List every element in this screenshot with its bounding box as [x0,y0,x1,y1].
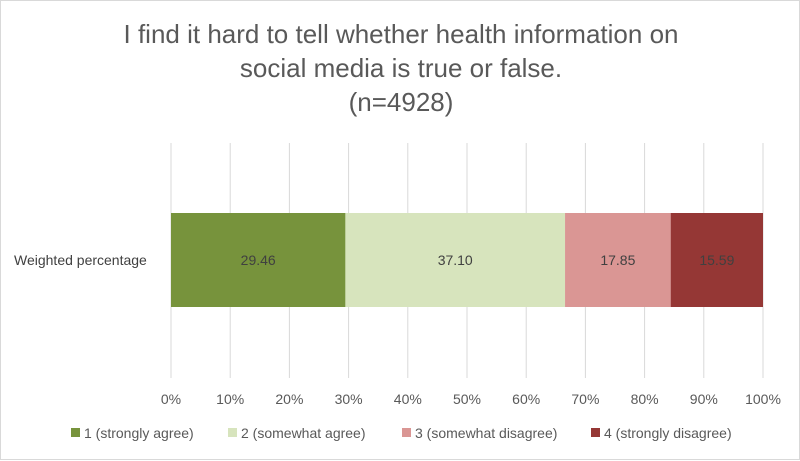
x-axis-tick-labels: 0% 10% 20% 30% 40% 50% 60% 70% 80% 90% 100% [161,391,781,407]
x-tick-label: 90% [690,391,718,407]
legend-item: 3 (somewhat disagree) [402,425,557,441]
x-tick-label: 20% [275,391,303,407]
chart-title-line-1: I find it hard to tell whether health in… [124,19,679,49]
legend-item: 2 (somewhat agree) [228,425,366,441]
legend-swatch [71,428,80,437]
x-tick-label: 50% [453,391,481,407]
x-tick-label: 60% [512,391,540,407]
data-label: 29.46 [241,252,276,268]
x-tick-label: 40% [394,391,422,407]
bar-segment [670,213,763,307]
chart-title-line-3: (n=4928) [349,87,454,117]
x-tick-label: 10% [216,391,244,407]
bars [171,213,763,307]
legend-label: 3 (somewhat disagree) [415,425,557,441]
x-tick-label: 80% [631,391,659,407]
chart-title: I find it hard to tell whether health in… [124,19,679,117]
data-label: 37.10 [438,252,473,268]
chart-title-line-2: social media is true or false. [240,53,562,83]
legend-label: 2 (somewhat agree) [241,425,366,441]
bar-segment [345,213,566,307]
data-label: 17.85 [600,252,635,268]
x-tick-label: 0% [161,391,181,407]
x-tick-label: 100% [745,391,781,407]
legend-label: 1 (strongly agree) [84,425,194,441]
category-label: Weighted percentage [14,252,147,268]
legend-item: 4 (strongly disagree) [591,425,732,441]
legend: 1 (strongly agree) 2 (somewhat agree) 3 (s… [71,425,732,441]
x-tick-label: 30% [335,391,363,407]
data-labels: 29.46 37.10 17.85 15.59 [241,252,735,268]
legend-swatch [402,428,411,437]
legend-item: 1 (strongly agree) [71,425,194,441]
bar-segment [171,213,346,307]
legend-label: 4 (strongly disagree) [604,425,732,441]
legend-swatch [591,428,600,437]
x-tick-label: 70% [571,391,599,407]
bar-segment [565,213,671,307]
data-label: 15.59 [699,252,734,268]
legend-swatch [228,428,237,437]
